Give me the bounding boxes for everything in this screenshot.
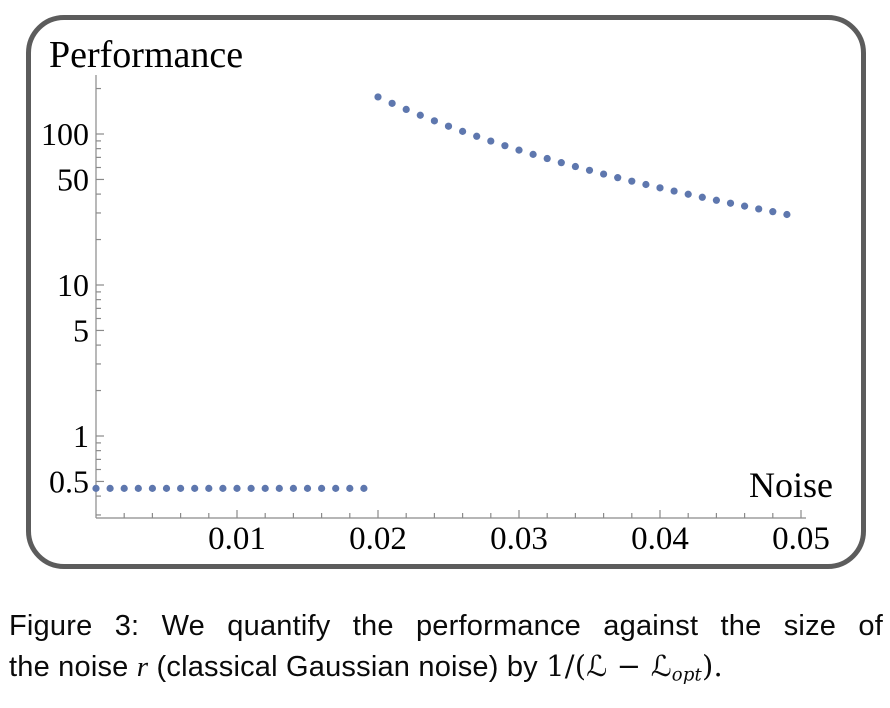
data-point [275, 484, 283, 492]
x-tick-label: 0.05 [772, 521, 830, 557]
data-point [416, 111, 424, 119]
y-tick-label: 10 [57, 267, 89, 303]
data-point [261, 484, 269, 492]
math-fraction-open: 1/( [546, 649, 587, 683]
data-point [430, 117, 438, 125]
data-point [769, 208, 777, 216]
data-point [303, 484, 312, 492]
caption-text: the noise [9, 651, 137, 683]
figure-frame [26, 15, 866, 569]
data-point [698, 193, 706, 201]
data-point [614, 174, 622, 182]
data-point [557, 159, 565, 167]
data-point [543, 154, 551, 163]
x-tick-label: 0.04 [631, 521, 689, 557]
data-point [148, 484, 156, 492]
math-subscript-opt: opt [671, 664, 702, 686]
y-tick-label: 1 [73, 418, 89, 454]
data-point [783, 210, 791, 219]
data-point [571, 162, 580, 171]
y-tick-label: 50 [57, 161, 89, 197]
caption-text: (classical Gaussian noise) by [148, 651, 547, 683]
data-point [247, 484, 255, 492]
data-point [741, 202, 749, 210]
data-point [642, 180, 650, 189]
caption-line-2: the noise r (classical Gaussian noise) b… [9, 646, 883, 695]
data-point [205, 484, 213, 492]
data-point [134, 484, 142, 492]
data-point [670, 187, 678, 195]
data-point [459, 127, 467, 135]
y-tick-label: 0.5 [49, 463, 89, 499]
data-point [585, 166, 594, 174]
data-point [332, 484, 340, 492]
data-point [600, 170, 608, 178]
data-point [191, 484, 199, 492]
data-point [177, 484, 185, 492]
data-point [712, 196, 721, 204]
y-tick-label: 100 [41, 116, 89, 152]
math-script-L: ℒ [586, 649, 608, 683]
y-tick-label: 5 [73, 312, 89, 348]
math-close-paren: ). [701, 649, 723, 683]
data-point [92, 484, 100, 492]
data-point [402, 105, 410, 114]
data-point [219, 484, 227, 492]
data-point [388, 99, 396, 107]
data-point [529, 150, 537, 158]
data-point [444, 122, 453, 130]
data-point [755, 205, 763, 213]
data-point [684, 190, 692, 198]
data-point [374, 93, 382, 101]
x-axis-title: Noise [749, 465, 833, 505]
x-tick-label: 0.02 [349, 521, 407, 557]
data-point [289, 484, 297, 492]
data-point [726, 199, 735, 207]
y-axis-title: Performance [49, 34, 244, 76]
caption-line-1: Figure 3: We quantify the performance ag… [9, 610, 883, 642]
math-minus: − [607, 649, 651, 683]
data-point [346, 484, 354, 492]
data-point [106, 484, 114, 492]
data-point [318, 484, 326, 492]
data-point [656, 184, 664, 192]
x-tick-label: 0.03 [490, 521, 548, 557]
data-point [120, 484, 128, 492]
data-point [487, 137, 495, 145]
data-point [628, 177, 636, 185]
data-point [360, 484, 368, 492]
figure-caption: Figure 3: We quantify the performance ag… [9, 606, 883, 695]
data-point [162, 484, 171, 492]
data-point [233, 484, 241, 492]
math-script-L-opt: ℒ [650, 649, 672, 683]
math-var-r: r [136, 651, 149, 683]
x-tick-label: 0.01 [208, 521, 266, 557]
data-point [515, 146, 523, 154]
data-point [473, 132, 481, 140]
data-point [501, 142, 509, 150]
